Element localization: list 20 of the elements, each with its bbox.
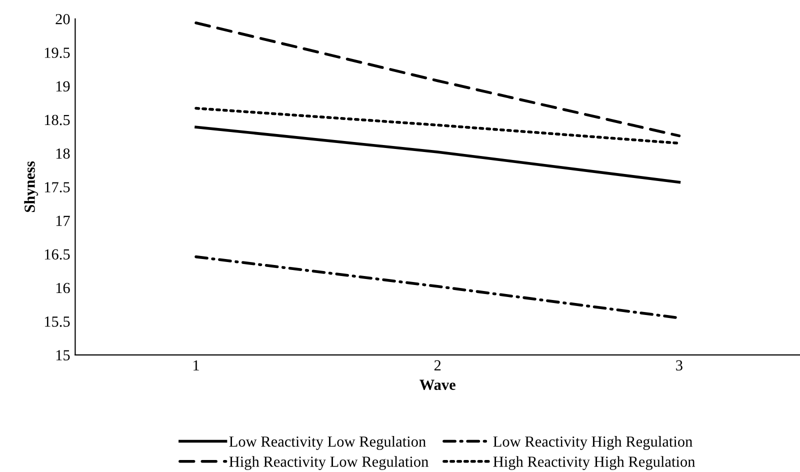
- y-tick-label: 17.5: [44, 182, 70, 192]
- y-tick-label: 18.5: [44, 114, 70, 126]
- x-axis-title: Wave: [420, 380, 456, 390]
- x-tick-label: 1: [194, 360, 199, 370]
- legend-label: High Reactivity High Regulation: [493, 456, 696, 470]
- y-axis-title: Shyness: [24, 161, 38, 212]
- y-tick-label: 20: [56, 14, 70, 24]
- y-tick-label: 18: [56, 148, 70, 159]
- y-tick-label: 16: [56, 282, 70, 294]
- y-tick-label: 15: [56, 350, 70, 360]
- legend-label: Low Reactivity Low Regulation: [229, 436, 426, 450]
- y-tick-label: 19: [56, 81, 70, 92]
- y-tick-label: 17: [56, 216, 70, 226]
- legend-label: Low Reactivity High Regulation: [493, 436, 692, 450]
- y-tick-label: 19.5: [44, 48, 70, 58]
- x-tick-label: 3: [676, 360, 682, 371]
- legend-label: High Reactivity Low Regulation: [229, 456, 428, 470]
- x-tick-label: 2: [434, 360, 441, 370]
- y-tick-label: 16.5: [44, 249, 70, 260]
- y-tick-label: 15.5: [44, 316, 70, 327]
